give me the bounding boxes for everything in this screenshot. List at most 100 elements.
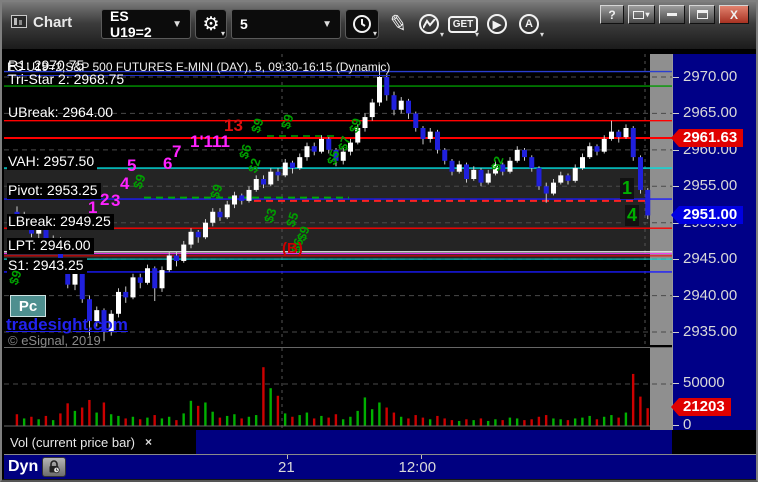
trade-number-mark: 13	[224, 116, 243, 135]
axis-tick	[673, 383, 679, 384]
volume-bar	[88, 399, 91, 426]
volume-bar	[341, 419, 345, 426]
candle-body	[623, 127, 629, 138]
volume-bar	[196, 405, 200, 426]
title-bar[interactable]: Chart ES U19=2 ▼ ⚙ ▾ 5 ▼ ▾ ✎ ▾	[2, 2, 756, 50]
volume-bar	[44, 415, 48, 426]
level-label: Tri-Star 2: 2968.75	[8, 71, 125, 87]
alerts-button[interactable]: A ▾	[513, 9, 545, 39]
candle-body	[362, 117, 368, 128]
candle-body	[580, 157, 585, 169]
symbol-combo[interactable]: ES U19=2 ▼	[101, 8, 191, 40]
axis-tick-label: 50000	[683, 374, 725, 391]
interval-combo[interactable]: 5 ▼	[231, 9, 341, 39]
help-button[interactable]: ?	[600, 5, 624, 24]
volume-bar	[167, 416, 171, 426]
time-template-button[interactable]: ▾	[345, 9, 379, 39]
candle-body	[79, 273, 85, 300]
volume-bar	[189, 400, 193, 426]
axis-tick	[673, 425, 679, 426]
candle-body	[101, 310, 107, 332]
candle-body	[253, 178, 259, 190]
volume-bar	[240, 418, 243, 426]
candle-body	[123, 291, 129, 298]
candle-body	[326, 138, 332, 150]
time-tick	[287, 455, 288, 459]
candle-body	[188, 231, 194, 245]
breakdown-mark: (B)	[282, 240, 303, 257]
maximize-icon	[696, 10, 708, 19]
close-button[interactable]: X	[719, 5, 749, 24]
volume-bar	[66, 403, 69, 426]
get-data-button[interactable]: GET ▾	[446, 9, 480, 39]
volume-bar	[544, 415, 548, 426]
volume-bar	[305, 412, 309, 426]
volume-bar	[363, 397, 367, 426]
candle-body	[565, 175, 571, 181]
volume-bar	[160, 418, 164, 426]
candle-body	[406, 100, 411, 114]
volume-bar	[298, 415, 301, 426]
volume-bar	[95, 412, 98, 426]
axis-tick	[673, 113, 679, 115]
pencil-icon: ✎	[386, 9, 410, 38]
candle-body	[442, 149, 448, 161]
symbol-title-overlay: ES U19=2,S&P 500 FUTURES E-MINI (DAY), 5…	[7, 60, 391, 76]
volume-bar	[291, 416, 294, 426]
candle-body	[304, 146, 310, 158]
volume-bar	[631, 373, 635, 426]
volume-bar	[370, 409, 374, 426]
chevron-down-icon: ▼	[322, 18, 332, 30]
dock-button[interactable]: ▾	[628, 5, 655, 24]
volume-bar	[102, 402, 106, 426]
axis-tick-label: 2935.00	[683, 322, 738, 340]
price-axis[interactable]: 2970.002965.002960.002955.002950.002945.…	[671, 54, 756, 433]
volume-bar	[639, 396, 642, 426]
price-chart-pane[interactable]: ES U19=2,S&P 500 FUTURES E-MINI (DAY), 5…	[4, 54, 672, 348]
volume-pane[interactable]	[4, 347, 672, 430]
candle-body	[485, 173, 491, 183]
studies-button[interactable]: ▾	[413, 9, 445, 39]
symbol-settings-button[interactable]: ⚙ ▾	[195, 9, 227, 39]
level-label: R1: 2970.75	[8, 57, 85, 73]
candle-body	[108, 313, 114, 332]
volume-bar	[356, 410, 359, 426]
volume-bar	[80, 407, 84, 426]
tag-arrow-icon	[671, 206, 679, 225]
play-button[interactable]: ▶	[481, 9, 513, 39]
right-margin-strip	[650, 348, 672, 430]
candle-body	[377, 77, 382, 103]
volume-study-tab[interactable]: Vol (current price bar) ×	[4, 430, 196, 454]
trade-number-mark: 4	[120, 174, 130, 193]
candle-body	[398, 100, 404, 110]
volume-bar	[624, 412, 628, 426]
zigzag-icon	[419, 14, 439, 34]
close-study-icon[interactable]: ×	[145, 435, 153, 449]
time-lock-button[interactable]	[42, 457, 66, 477]
volume-bar	[465, 419, 468, 426]
candle-body	[340, 151, 346, 161]
axis-tick-label: 2955.00	[683, 177, 738, 195]
volume-bar	[552, 418, 555, 426]
candle-body	[558, 175, 564, 183]
time-axis[interactable]: Dyn 21 12:00	[4, 454, 756, 479]
volume-bar	[51, 420, 55, 426]
tag-arrow-icon	[671, 128, 679, 147]
volume-bar	[399, 416, 403, 426]
candle-body	[87, 299, 92, 322]
candle-body	[174, 255, 179, 261]
minimize-button[interactable]	[659, 5, 685, 24]
close-icon: X	[729, 7, 738, 22]
volume-bar	[182, 413, 185, 426]
watermark-link[interactable]: tradesight.com	[6, 315, 128, 334]
volume-bar	[233, 414, 236, 426]
maximize-button[interactable]	[689, 5, 715, 24]
candle-body	[217, 211, 223, 218]
volume-bar	[334, 414, 338, 426]
volume-bar	[225, 415, 229, 426]
candle-body	[630, 127, 636, 158]
volume-bar	[457, 420, 461, 426]
volume-bar	[573, 418, 577, 426]
draw-tool-button[interactable]: ✎	[383, 9, 413, 39]
volume-bar	[262, 367, 265, 426]
